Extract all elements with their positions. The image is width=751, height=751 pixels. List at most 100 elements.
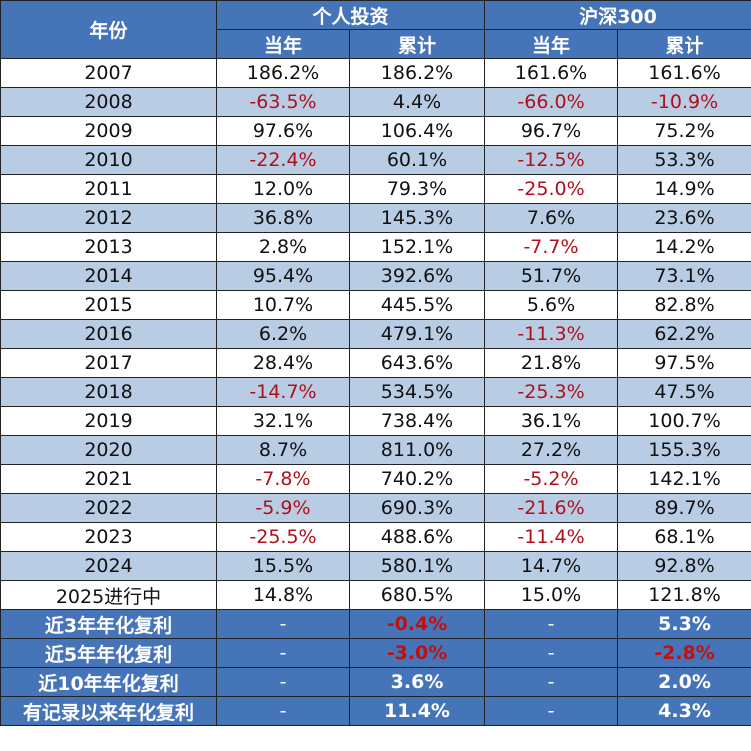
header-personal-current: 当年 [216,29,350,59]
csi300-cumulative-cell: 23.6% [617,203,751,233]
table-row: 2009 97.6% 106.4% 96.7% 75.2% [0,116,751,146]
year-cell: 2010 [0,145,217,175]
personal-current-cell: 14.8% [216,580,350,610]
table-row: 2023 -25.5% 488.6% -11.4% 68.1% [0,522,751,552]
personal-cumulative-cell: 680.5% [348,580,486,610]
csi300-current-cell: -25.3% [484,377,619,407]
year-cell: 2017 [0,348,217,378]
year-cell: 2012 [0,203,217,233]
personal-cumulative-cell: 79.3% [348,174,486,204]
table-row: 2019 32.1% 738.4% 36.1% 100.7% [0,406,751,436]
csi300-current-cell: -66.0% [484,87,619,117]
year-cell: 2018 [0,377,217,407]
summary-csi300-cumulative-cell: 2.0% [617,667,751,697]
personal-current-cell: 12.0% [216,174,350,204]
csi300-cumulative-cell: 14.2% [617,232,751,262]
summary-personal-cumulative-cell: 11.4% [348,696,486,726]
csi300-current-cell: 21.8% [484,348,619,378]
personal-cumulative-cell: 534.5% [348,377,486,407]
summary-csi300-current-cell: - [484,609,619,639]
summary-label: 近10年年化复利 [0,667,217,697]
personal-cumulative-cell: 445.5% [348,290,486,320]
table-row: 2021 -7.8% 740.2% -5.2% 142.1% [0,464,751,494]
returns-table: 年份 个人投资 沪深300 当年 累计 当年 累计 2007 186.2% 186.… [0,0,751,726]
csi300-cumulative-cell: 92.8% [617,551,751,581]
csi300-current-cell: 36.1% [484,406,619,436]
csi300-current-cell: -21.6% [484,493,619,523]
table-row: 2025进行中 14.8% 680.5% 15.0% 121.8% [0,580,751,610]
personal-cumulative-cell: 145.3% [348,203,486,233]
header-personal-cumulative: 累计 [348,29,486,59]
csi300-current-cell: -11.4% [484,522,619,552]
csi300-cumulative-cell: 14.9% [617,174,751,204]
summary-row: 有记录以来年化复利 -11.4% -4.3% [0,696,751,726]
summary-row: 近5年年化复利 - -3.0% - -2.8% [0,638,751,668]
table-row: 2014 95.4% 392.6% 51.7% 73.1% [0,261,751,291]
csi300-current-cell: 15.0% [484,580,619,610]
header-csi300-current: 当年 [484,29,619,59]
summary-label: 有记录以来年化复利 [0,696,217,726]
table-header: 年份 个人投资 沪深300 当年 累计 当年 累计 [0,0,751,59]
personal-current-cell: -7.8% [216,464,350,494]
personal-cumulative-cell: 106.4% [348,116,486,146]
year-cell: 2019 [0,406,217,436]
table-row: 2008 -63.5% 4.4% -66.0% -10.9% [0,87,751,117]
csi300-cumulative-cell: 53.3% [617,145,751,175]
summary-label: 近5年年化复利 [0,638,217,668]
table-row: 2022 -5.9% 690.3% -21.6% 89.7% [0,493,751,523]
personal-current-cell: 10.7% [216,290,350,320]
header-personal-investment: 个人投资 [215,0,486,30]
table-row: 2018 -14.7% 534.5% -25.3% 47.5% [0,377,751,407]
summary-csi300-current-cell: - [484,696,619,726]
personal-current-cell: -14.7% [216,377,350,407]
summary-csi300-current-cell: - [484,667,619,697]
personal-cumulative-cell: 4.4% [348,87,486,117]
personal-current-cell: 186.2% [216,58,350,88]
csi300-current-cell: 161.6% [484,58,619,88]
year-cell: 2023 [0,522,217,552]
year-cell: 2024 [0,551,217,581]
personal-current-cell: 6.2% [216,319,350,349]
personal-current-cell: 8.7% [216,435,350,465]
summary-personal-cumulative-cell: 3.6% [348,667,486,697]
csi300-cumulative-cell: 100.7% [617,406,751,436]
year-cell: 2025进行中 [0,580,217,610]
personal-current-cell: 2.8% [216,232,350,262]
csi300-cumulative-cell: -10.9% [617,87,751,117]
personal-current-cell: -25.5% [216,522,350,552]
csi300-cumulative-cell: 75.2% [617,116,751,146]
csi300-cumulative-cell: 47.5% [617,377,751,407]
year-cell: 2016 [0,319,217,349]
summary-rows: 近3年年化复利 - -0.4% -5.3% 近5年年化复利 - -3.0% - -2.8% 近10… [0,609,751,726]
csi300-cumulative-cell: 82.8% [617,290,751,320]
personal-cumulative-cell: 392.6% [348,261,486,291]
personal-cumulative-cell: 580.1% [348,551,486,581]
table-row: 2024 15.5% 580.1% 14.7% 92.8% [0,551,751,581]
summary-csi300-cumulative-cell: 4.3% [617,696,751,726]
personal-current-cell: -5.9% [216,493,350,523]
personal-cumulative-cell: 152.1% [348,232,486,262]
year-cell: 2014 [0,261,217,291]
year-cell: 2022 [0,493,217,523]
summary-row: 近10年年化复利 -3.6% -2.0% [0,667,751,697]
table-row: 2007 186.2% 186.2% 161.6% 161.6% [0,58,751,88]
table-row: 2013 2.8% 152.1% -7.7% 14.2% [0,232,751,262]
personal-cumulative-cell: 479.1% [348,319,486,349]
csi300-current-cell: -12.5% [484,145,619,175]
summary-personal-current-cell: - [216,696,350,726]
year-cell: 2020 [0,435,217,465]
csi300-current-cell: -7.7% [484,232,619,262]
personal-cumulative-cell: 690.3% [348,493,486,523]
year-cell: 2008 [0,87,217,117]
summary-label: 近3年年化复利 [0,609,217,639]
year-cell: 2011 [0,174,217,204]
csi300-current-cell: -5.2% [484,464,619,494]
csi300-cumulative-cell: 73.1% [617,261,751,291]
personal-current-cell: -22.4% [216,145,350,175]
personal-cumulative-cell: 60.1% [348,145,486,175]
personal-cumulative-cell: 488.6% [348,522,486,552]
csi300-current-cell: 27.2% [484,435,619,465]
csi300-cumulative-cell: 62.2% [617,319,751,349]
summary-row: 近3年年化复利 - -0.4% -5.3% [0,609,751,639]
csi300-current-cell: 51.7% [484,261,619,291]
